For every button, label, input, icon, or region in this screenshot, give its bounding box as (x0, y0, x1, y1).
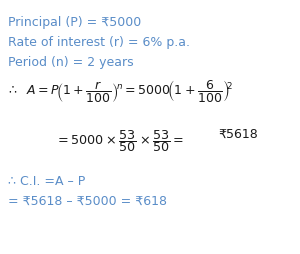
Text: $\therefore\ \ A = P\!\left(1+\dfrac{r}{100}\right)^{\!n} = 5000\!\left(1+\dfrac: $\therefore\ \ A = P\!\left(1+\dfrac{r}{… (6, 78, 233, 104)
Text: Rate of interest (r) = 6% p.a.: Rate of interest (r) = 6% p.a. (8, 36, 190, 49)
Text: Period (n) = 2 years: Period (n) = 2 years (8, 56, 134, 69)
Text: ₹5618: ₹5618 (218, 128, 258, 141)
Text: $= 5000 \times \dfrac{53}{50} \times \dfrac{53}{50} = $: $= 5000 \times \dfrac{53}{50} \times \df… (55, 128, 184, 154)
Text: ∴ C.I. =A – P: ∴ C.I. =A – P (8, 175, 85, 188)
Text: = ₹5618 – ₹5000 = ₹618: = ₹5618 – ₹5000 = ₹618 (8, 195, 167, 208)
Text: Principal (P) = ₹5000: Principal (P) = ₹5000 (8, 16, 141, 29)
